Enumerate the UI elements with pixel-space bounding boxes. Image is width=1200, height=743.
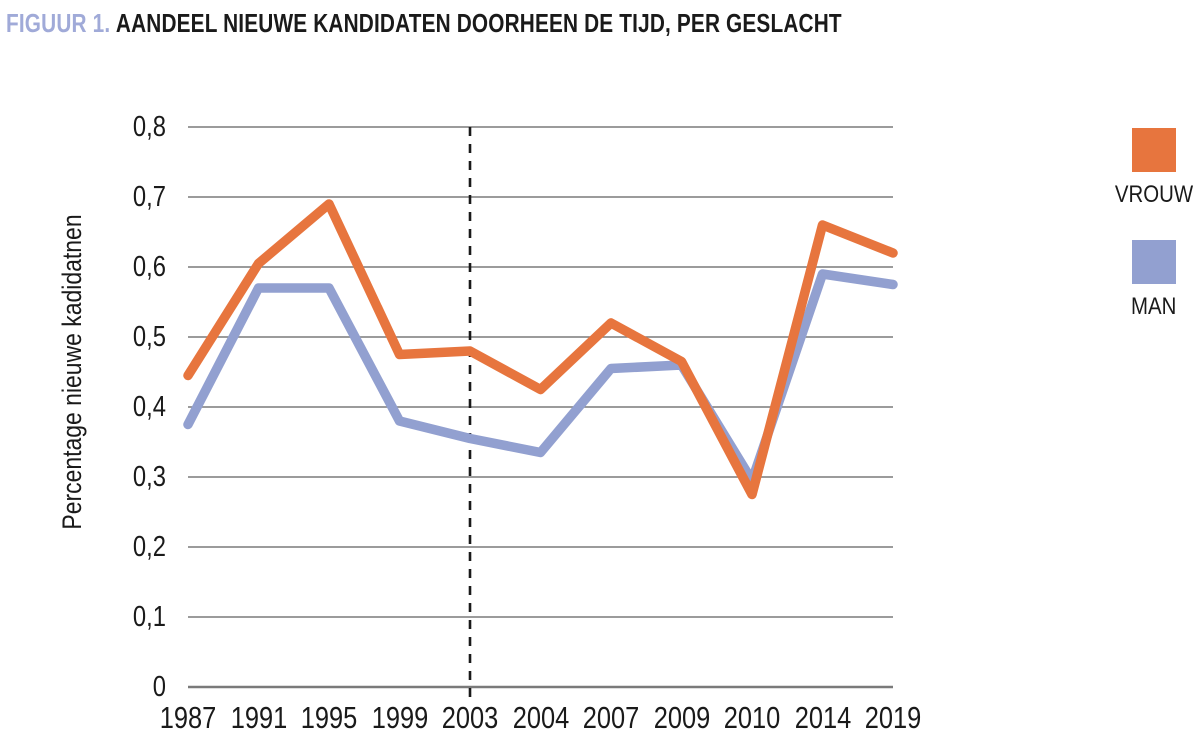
legend-label-man: MAN [1131, 293, 1177, 320]
legend: VROUW MAN [1106, 128, 1200, 352]
figure-label: FIGUUR 1. [6, 8, 111, 38]
legend-entry-man: MAN [1106, 240, 1200, 321]
figure-title: FIGUUR 1. AANDEEL NIEUWE KANDIDATEN DOORH… [6, 8, 842, 39]
legend-entry-vrouw: VROUW [1106, 128, 1200, 209]
legend-swatch-vrouw [1132, 128, 1176, 172]
series-line-vrouw [183, 199, 898, 500]
figure-title-text: AANDEEL NIEUWE KANDIDATEN DOORHEEN DE TI… [115, 8, 842, 38]
legend-swatch-man [1132, 240, 1176, 284]
legend-label-vrouw: VROUW [1114, 181, 1194, 208]
